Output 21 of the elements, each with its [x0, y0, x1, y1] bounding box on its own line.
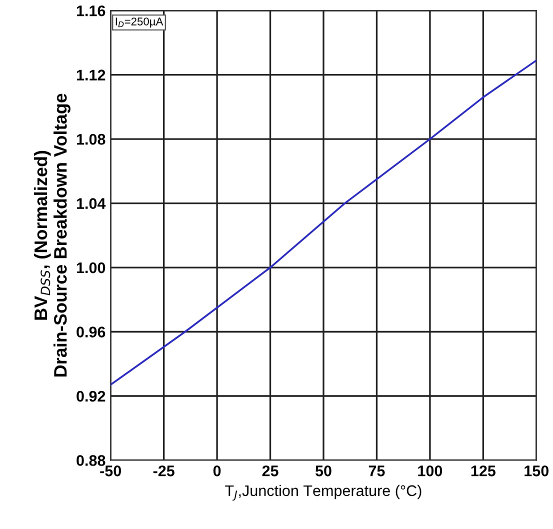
x-tick-label: -50 — [100, 465, 122, 476]
x-tick-label: 125 — [471, 465, 496, 476]
y-tick-label: 1.08 — [76, 134, 106, 145]
x-tick-label: 75 — [368, 466, 385, 476]
x-tick-label: 25 — [262, 465, 278, 476]
y-tick-label: 1.04 — [76, 198, 106, 209]
x-tick-label: 50 — [315, 465, 332, 476]
x-tick-label: 150 — [524, 465, 549, 476]
y-tick-label: 0.88 — [76, 455, 106, 466]
y-tick-label: 1.16 — [76, 5, 106, 16]
y-tick-label: 1.12 — [76, 70, 106, 80]
y-axis-title: BV$_{DSS}$, (Normalized) Drain-Source Breakdown Voltage — [34, 94, 70, 376]
y-tick-label: 0.92 — [76, 390, 106, 402]
annotation: I$_{D}$=250µA — [116, 18, 164, 28]
line-series — [110, 59, 536, 386]
x-axis-title: T$_{J}$,Junction Temperature (°C) — [225, 484, 422, 501]
x-tick-label: -25 — [153, 465, 174, 476]
x-tick-label: 100 — [418, 465, 442, 476]
x-tick-label: 0 — [213, 465, 221, 476]
y-tick-label: 0.96 — [76, 326, 106, 338]
y-tick-label: 1.00 — [76, 262, 106, 274]
